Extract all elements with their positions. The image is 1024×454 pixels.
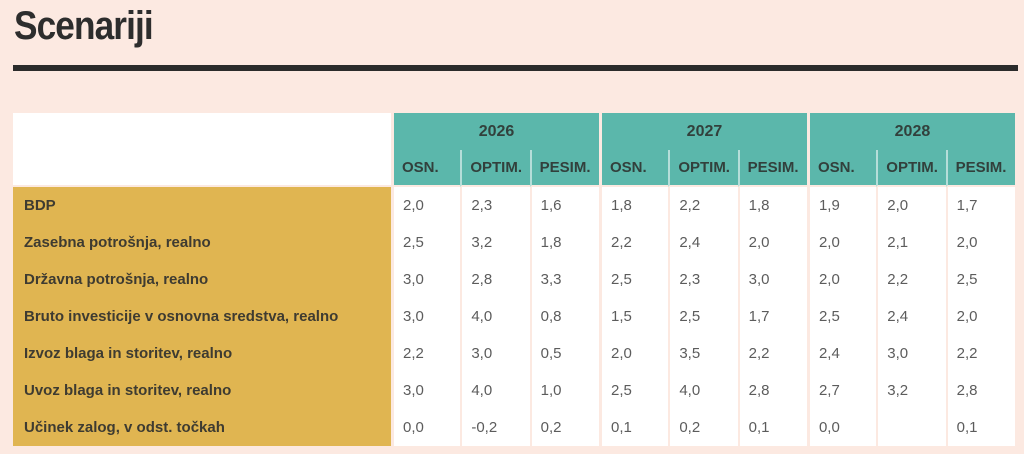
col-header-2028-optim: OPTIM. (876, 150, 946, 187)
value-cell: 2,3 (460, 187, 530, 224)
title-underline (13, 65, 1018, 71)
value-cell: 1,8 (598, 187, 669, 224)
value-cell: 2,2 (876, 261, 946, 298)
value-cell: 2,5 (806, 298, 877, 335)
value-cell: 3,0 (391, 261, 461, 298)
value-cell: -0,2 (460, 409, 530, 446)
table-corner-spacer (13, 113, 391, 187)
row-label: Izvoz blaga in storitev, realno (13, 335, 391, 372)
value-cell: 2,2 (668, 187, 738, 224)
value-cell: 0,1 (598, 409, 669, 446)
value-cell: 1,8 (737, 187, 807, 224)
value-cell: 2,7 (806, 372, 877, 409)
value-cell: 2,1 (876, 224, 946, 261)
col-header-2028-pesim: PESIM. (945, 150, 1015, 187)
row-label: Državna potrošnja, realno (13, 261, 391, 298)
scenarios-table: 2026 2027 2028 OSN. OPTIM. PESIM. OSN. O… (13, 113, 1015, 446)
value-cell: 2,0 (806, 261, 877, 298)
value-cell: 0,1 (945, 409, 1015, 446)
value-cell: 3,0 (460, 335, 530, 372)
value-cell: 3,0 (391, 372, 461, 409)
col-header-2027-optim: OPTIM. (668, 150, 738, 187)
value-cell: 4,0 (460, 298, 530, 335)
value-cell: 3,3 (529, 261, 599, 298)
value-cell: 0,2 (668, 409, 738, 446)
year-header-2026: 2026 (391, 113, 599, 150)
value-cell: 1,9 (806, 187, 877, 224)
value-cell (876, 409, 946, 446)
value-cell: 0,5 (529, 335, 599, 372)
value-cell: 2,0 (945, 298, 1015, 335)
value-cell: 3,0 (391, 298, 461, 335)
value-cell: 2,4 (876, 298, 946, 335)
value-cell: 2,2 (945, 335, 1015, 372)
value-cell: 2,8 (460, 261, 530, 298)
row-label: Bruto investicije v osnovna sredstva, re… (13, 298, 391, 335)
value-cell: 2,0 (945, 224, 1015, 261)
col-header-2027-osn: OSN. (598, 150, 669, 187)
value-cell: 0,2 (529, 409, 599, 446)
row-label: Zasebna potrošnja, realno (13, 224, 391, 261)
value-cell: 2,4 (668, 224, 738, 261)
value-cell: 0,1 (737, 409, 807, 446)
value-cell: 0,0 (391, 409, 461, 446)
value-cell: 4,0 (460, 372, 530, 409)
value-cell: 2,0 (391, 187, 461, 224)
value-cell: 0,0 (806, 409, 877, 446)
value-cell: 3,2 (876, 372, 946, 409)
year-header-2027: 2027 (598, 113, 807, 150)
value-cell: 0,8 (529, 298, 599, 335)
value-cell: 1,0 (529, 372, 599, 409)
value-cell: 2,2 (391, 335, 461, 372)
page-title: Scenariji (14, 4, 154, 48)
col-header-2028-osn: OSN. (806, 150, 877, 187)
value-cell: 1,8 (529, 224, 599, 261)
value-cell: 2,2 (598, 224, 669, 261)
value-cell: 4,0 (668, 372, 738, 409)
value-cell: 2,3 (668, 261, 738, 298)
value-cell: 2,4 (806, 335, 877, 372)
value-cell: 2,5 (598, 261, 669, 298)
value-cell: 1,6 (529, 187, 599, 224)
row-label: BDP (13, 187, 391, 224)
value-cell: 2,0 (598, 335, 669, 372)
value-cell: 1,7 (737, 298, 807, 335)
value-cell: 2,0 (806, 224, 877, 261)
value-cell: 2,8 (737, 372, 807, 409)
value-cell: 3,0 (737, 261, 807, 298)
value-cell: 2,5 (391, 224, 461, 261)
value-cell: 2,0 (737, 224, 807, 261)
value-cell: 2,5 (668, 298, 738, 335)
value-cell: 2,5 (598, 372, 669, 409)
value-cell: 1,5 (598, 298, 669, 335)
value-cell: 3,0 (876, 335, 946, 372)
value-cell: 2,8 (945, 372, 1015, 409)
value-cell: 2,2 (737, 335, 807, 372)
value-cell: 2,0 (876, 187, 946, 224)
value-cell: 3,5 (668, 335, 738, 372)
row-label: Učinek zalog, v odst. točkah (13, 409, 391, 446)
col-header-2026-osn: OSN. (391, 150, 461, 187)
value-cell: 2,5 (945, 261, 1015, 298)
value-cell: 1,7 (945, 187, 1015, 224)
row-label: Uvoz blaga in storitev, realno (13, 372, 391, 409)
value-cell: 3,2 (460, 224, 530, 261)
col-header-2027-pesim: PESIM. (737, 150, 807, 187)
col-header-2026-pesim: PESIM. (529, 150, 599, 187)
year-header-2028: 2028 (806, 113, 1015, 150)
col-header-2026-optim: OPTIM. (460, 150, 530, 187)
